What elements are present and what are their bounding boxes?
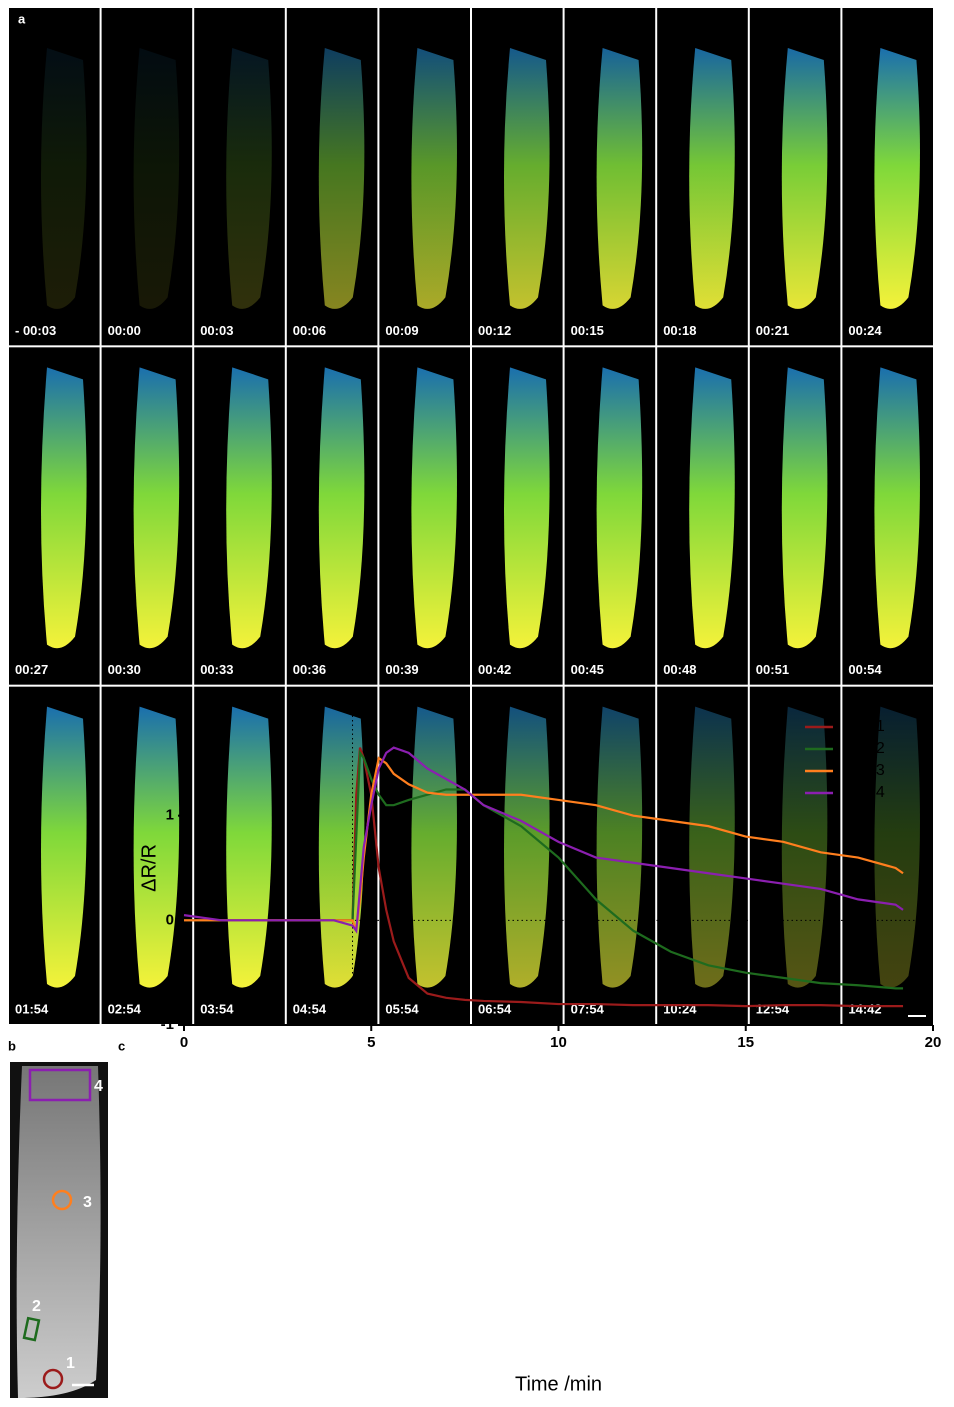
root-signal	[318, 48, 365, 309]
root-signal	[596, 706, 643, 988]
time-label: 00:39	[385, 662, 418, 677]
x-tick-label: 5	[367, 1034, 375, 1051]
roi-label: 4	[94, 1078, 103, 1095]
panel-label: a	[18, 11, 26, 26]
time-label: 01:54	[15, 1001, 49, 1016]
root-signal	[874, 48, 920, 309]
time-label: 00:33	[200, 662, 233, 677]
x-tick-label: 20	[925, 1034, 942, 1051]
time-label: 00:06	[293, 323, 326, 338]
root-signal	[504, 48, 550, 309]
time-label: 00:42	[478, 662, 511, 677]
root-signal	[689, 48, 735, 309]
time-label: 00:51	[756, 662, 789, 677]
root-signal	[411, 48, 457, 309]
root-signal	[689, 706, 735, 988]
time-label: 00:21	[756, 323, 789, 338]
legend-label: ROI 2	[843, 740, 885, 757]
time-label: 00:03	[200, 323, 233, 338]
root-signal	[504, 706, 550, 988]
root-signal	[41, 706, 87, 988]
root-signal	[226, 48, 272, 309]
root-signal	[411, 367, 457, 649]
time-label: 12:54	[756, 1001, 790, 1016]
time-label: 00:45	[571, 662, 604, 677]
y-tick-label: 1	[166, 807, 174, 824]
y-tick-label: 0	[166, 911, 174, 928]
root-signal	[41, 367, 87, 649]
time-label: 02:54	[108, 1001, 142, 1016]
roi-marker	[28, 1068, 92, 1102]
root-signal	[133, 48, 180, 309]
time-label: 05:54	[385, 1001, 419, 1016]
panel-label: b	[8, 1038, 16, 1053]
root-signal	[411, 706, 457, 988]
y-tick-label: -1	[161, 1016, 174, 1033]
time-label: 00:27	[15, 662, 48, 677]
time-label: 00:09	[385, 323, 418, 338]
time-label: 00:54	[848, 662, 882, 677]
roi-marker	[42, 1368, 64, 1390]
series-line	[183, 746, 904, 934]
root-signal	[874, 367, 920, 649]
time-label: 00:18	[663, 323, 696, 338]
x-axis-label: Time /min	[515, 1373, 602, 1395]
time-label: 03:54	[200, 1001, 234, 1016]
x-tick-label: 10	[550, 1034, 567, 1051]
time-label: - 00:03	[15, 323, 56, 338]
panel-label: c	[118, 1038, 125, 1053]
time-label: 00:24	[848, 323, 882, 338]
root-signal	[133, 367, 180, 649]
time-label: 10:24	[663, 1001, 697, 1016]
time-label: 00:30	[108, 662, 141, 677]
series-line	[184, 756, 904, 932]
time-label: 04:54	[293, 1001, 327, 1016]
root-signal	[596, 367, 643, 649]
root-signal	[596, 48, 643, 309]
root-signal	[781, 48, 828, 309]
time-label: 00:00	[108, 323, 141, 338]
time-label: 14:42	[848, 1001, 881, 1016]
roi-label: 3	[83, 1194, 92, 1211]
roi-marker	[22, 1316, 41, 1342]
time-label: 07:54	[571, 1001, 605, 1016]
time-label: 00:36	[293, 662, 326, 677]
legend-label: ROI 3	[843, 762, 885, 779]
root-signal	[689, 367, 735, 649]
panel-a: - 00:03 00:00 00:03 00:06 00:09 00:12 00:15 00:…	[9, 8, 933, 1024]
panel-b-image: 1 2 3 4	[10, 1062, 108, 1398]
time-label: 00:48	[663, 662, 696, 677]
root-signal	[504, 367, 550, 649]
root-image	[16, 1066, 101, 1398]
y-axis-label: ΔR/R	[138, 844, 160, 892]
time-label: 00:12	[478, 323, 511, 338]
legend-label: ROI 1	[843, 718, 885, 735]
root-signal	[874, 706, 920, 988]
legend-label: ROI 4	[843, 784, 885, 801]
root-signal	[781, 367, 828, 649]
y-tick-label: 2	[166, 702, 174, 719]
roi-label: 2	[32, 1298, 41, 1315]
root-signal	[318, 367, 365, 649]
root-signal	[226, 706, 272, 988]
root-signal	[41, 48, 87, 309]
root-signal	[133, 706, 180, 988]
time-label: 06:54	[478, 1001, 512, 1016]
roi-label: 1	[66, 1355, 75, 1372]
x-tick-label: 0	[180, 1034, 188, 1051]
roi-marker	[51, 1189, 73, 1211]
x-tick-label: 15	[737, 1034, 754, 1051]
time-label: 00:15	[571, 323, 604, 338]
root-signal	[226, 367, 272, 649]
